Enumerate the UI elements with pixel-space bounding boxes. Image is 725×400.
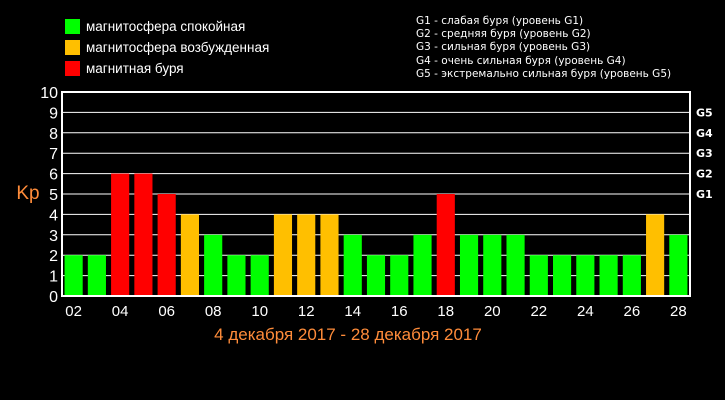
x-tick-label: 22 <box>530 303 547 320</box>
kp-bar <box>64 255 83 295</box>
grid <box>62 111 690 277</box>
kp-bar <box>227 255 246 295</box>
storm-level-labels: G1 G2 G3 G4 G5 <box>696 106 713 201</box>
x-tick-label: 28 <box>670 303 687 320</box>
y-tick-label: 0 <box>49 289 58 306</box>
kp-bar <box>459 234 479 295</box>
legend-swatch-calm <box>65 18 80 34</box>
x-tick-label: 02 <box>65 303 82 320</box>
kp-bar <box>390 255 409 295</box>
kp-bar <box>320 214 339 295</box>
kp-bar <box>413 234 432 295</box>
kp-bar <box>436 194 455 295</box>
kp-bar <box>483 234 502 295</box>
kp-bar <box>366 255 386 295</box>
legend-label-storm: магнитная буря <box>86 60 184 76</box>
kp-bar <box>669 234 688 295</box>
legend-swatch-storm <box>65 60 80 76</box>
storm-level-axis-label: G5 <box>696 106 713 119</box>
kp-bar <box>576 255 595 295</box>
x-tick-label: 06 <box>158 303 175 320</box>
y-tick-label: 3 <box>49 228 58 245</box>
x-tick-label: 04 <box>112 303 129 320</box>
storm-level-g5: G5 - экстремально сильная буря (уровень … <box>416 67 672 80</box>
storm-level-g3: G3 - сильная буря (уровень G3) <box>416 41 591 54</box>
kp-bar <box>622 255 641 295</box>
kp-bar <box>529 255 548 295</box>
y-tick-label: 4 <box>49 207 58 224</box>
date-range-title: 4 декабря 2017 - 28 декабря 2017 <box>214 325 482 344</box>
storm-level-axis-label: G1 <box>696 188 713 201</box>
kp-bar <box>157 194 176 295</box>
storm-level-g4: G4 - очень сильная буря (уровень G4) <box>416 54 626 67</box>
kp-bar <box>87 255 106 295</box>
legend-label-calm: магнитосфера спокойная <box>86 18 246 34</box>
kp-bar <box>506 234 525 295</box>
kp-bar <box>111 173 130 295</box>
kp-bar <box>553 255 572 295</box>
kp-bar <box>204 234 223 295</box>
kp-bar <box>646 214 665 295</box>
x-ticks: 02 04 06 08 10 12 14 16 18 20 22 24 26 28 <box>65 303 686 320</box>
y-tick-label: 2 <box>49 248 58 265</box>
x-tick-label: 08 <box>205 303 222 320</box>
x-tick-label: 12 <box>298 303 315 320</box>
x-tick-label: 20 <box>484 303 501 320</box>
kp-bar <box>343 234 362 295</box>
x-tick-label: 26 <box>624 303 641 320</box>
x-tick-label: 14 <box>344 303 361 320</box>
kp-bar <box>180 214 199 295</box>
kp-bar <box>599 255 618 295</box>
legend-swatch-excited <box>65 39 80 55</box>
legend-item-storm: магнитная буря <box>65 59 184 77</box>
kp-bar <box>273 214 293 295</box>
y-tick-label: 10 <box>40 85 58 102</box>
storm-level-legend: G1 - слабая буря (уровень G1) G2 - средн… <box>416 15 671 81</box>
y-tick-label: 1 <box>49 269 58 286</box>
y-tick-label: 6 <box>49 167 58 184</box>
x-tick-label: 24 <box>577 303 594 320</box>
storm-level-g1: G1 - слабая буря (уровень G1) <box>416 15 584 27</box>
y-ticks: 0 1 2 3 4 5 6 7 8 9 10 <box>40 85 58 306</box>
bars <box>64 173 688 295</box>
x-tick-label: 16 <box>391 303 408 320</box>
y-tick-label: 9 <box>49 105 58 122</box>
storm-level-axis-label: G3 <box>696 147 713 160</box>
storm-level-axis-label: G4 <box>696 127 713 140</box>
legend-label-excited: магнитосфера возбужденная <box>86 39 270 55</box>
y-tick-label: 7 <box>49 146 58 163</box>
kp-bar <box>250 255 269 295</box>
kp-bar <box>134 173 153 295</box>
x-tick-label: 10 <box>251 303 268 320</box>
legend-item-calm: магнитосфера спокойная <box>65 17 245 35</box>
plot-frame <box>61 91 691 297</box>
storm-level-g2: G2 - средняя буря (уровень G2) <box>416 28 591 41</box>
legend-item-excited: магнитосфера возбужденная <box>65 38 269 56</box>
x-tick-label: 18 <box>437 303 454 320</box>
y-axis-label: Kp <box>16 183 39 204</box>
y-tick-label: 5 <box>49 187 58 204</box>
y-tick-label: 8 <box>49 126 58 143</box>
kp-bar <box>297 214 316 295</box>
storm-level-axis-label: G2 <box>696 168 713 181</box>
